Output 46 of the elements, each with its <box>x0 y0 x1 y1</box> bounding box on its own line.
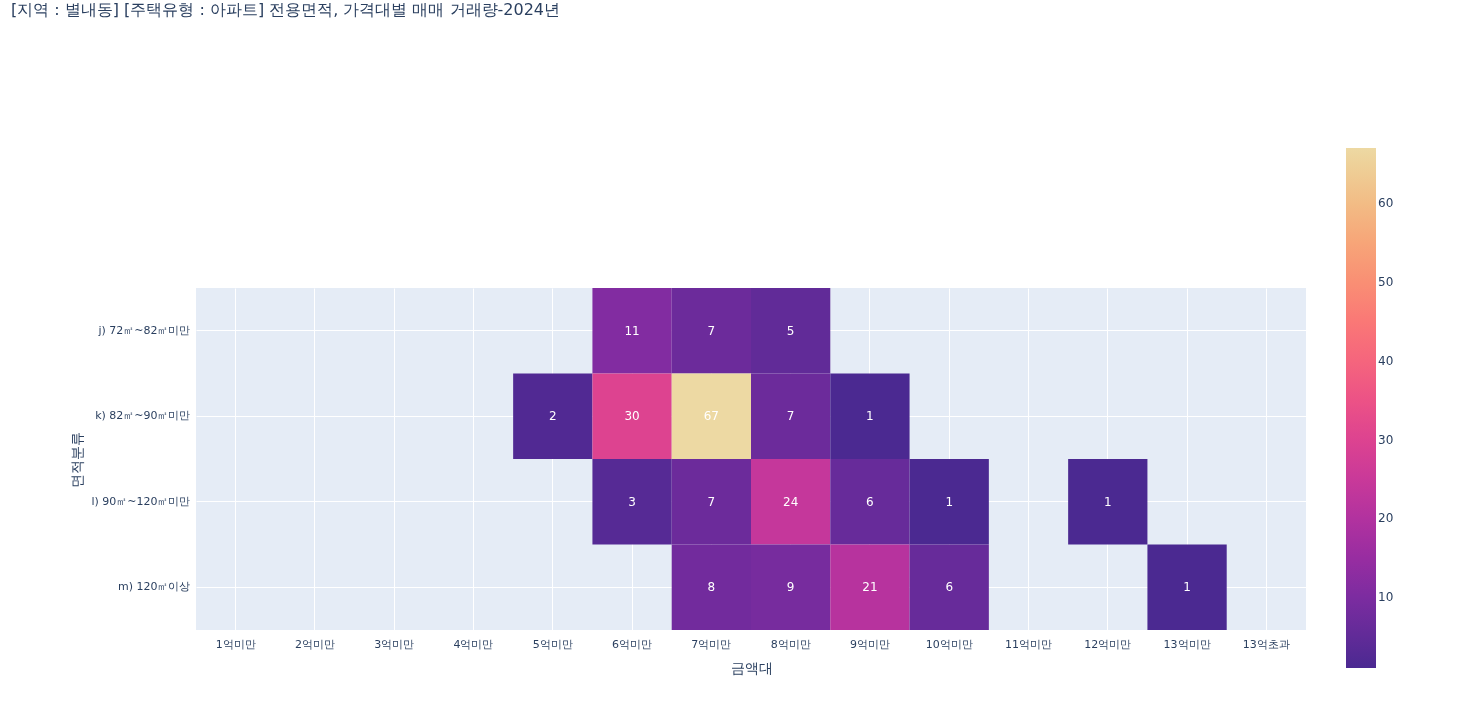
data-label: 2 <box>548 409 557 424</box>
y-tick-label: m) 120㎡이상 <box>118 580 191 594</box>
x-tick-label: 3억미만 <box>374 637 415 651</box>
x-tick-label: 6억미만 <box>612 637 653 651</box>
data-label: 1 <box>1183 580 1191 595</box>
data-label: 67 <box>703 409 719 424</box>
chart-title: [지역 : 별내동] [주택유형 : 아파트] 전용면적, 가격대별 매매 거래량-2024년 <box>10 0 561 19</box>
data-label: 30 <box>624 409 640 424</box>
data-label: 6 <box>866 494 874 509</box>
x-tick-label: 13억미만 <box>1163 637 1211 651</box>
data-label: 24 <box>783 494 799 509</box>
data-label: 3 <box>628 494 636 509</box>
x-tick-label: 9억미만 <box>849 637 890 651</box>
data-label: 9 <box>786 580 795 595</box>
data-label: 7 <box>786 409 795 424</box>
color-bar-label: 40 <box>1378 353 1394 368</box>
data-label: 1 <box>945 494 954 509</box>
color-bar-label: 30 <box>1378 432 1394 447</box>
x-tick-label: 1억미만 <box>215 637 256 651</box>
data-label: 6 <box>945 580 954 595</box>
data-label: 1 <box>866 409 874 424</box>
data-label: 8 <box>707 580 716 595</box>
color-bar-label: 60 <box>1378 196 1394 211</box>
y-tick-label: l) 90㎡~120㎡미만 <box>91 494 191 508</box>
color-bar-label: 10 <box>1378 590 1394 605</box>
x-tick-label: 13억초과 <box>1242 637 1290 651</box>
x-tick-label: 7억미만 <box>691 637 732 651</box>
color-bar-label: 50 <box>1378 274 1394 289</box>
y-tick-label: j) 72㎡~82㎡미만 <box>97 323 191 337</box>
x-tick-label: 4억미만 <box>453 637 494 651</box>
data-label: 7 <box>707 494 716 509</box>
x-tick-label: 2억미만 <box>294 637 335 651</box>
y-axis-title: 면적분류 <box>69 431 86 488</box>
color-bar-label: 20 <box>1378 511 1394 526</box>
x-axis-title: 금액대 <box>730 659 773 676</box>
x-tick-label: 5억미만 <box>532 637 573 651</box>
data-label: 5 <box>786 323 795 338</box>
x-tick-label: 10억미만 <box>925 637 973 651</box>
data-label: 7 <box>707 323 716 338</box>
x-tick-label: 12억미만 <box>1084 637 1132 651</box>
y-tick-label: k) 82㎡~90㎡미만 <box>95 409 191 423</box>
data-label: 1 <box>1103 494 1112 509</box>
x-tick-label: 8억미만 <box>770 637 811 651</box>
x-tick-label: 11억미만 <box>1005 637 1052 651</box>
data-label: 11 <box>624 323 640 338</box>
data-label: 21 <box>862 580 878 595</box>
